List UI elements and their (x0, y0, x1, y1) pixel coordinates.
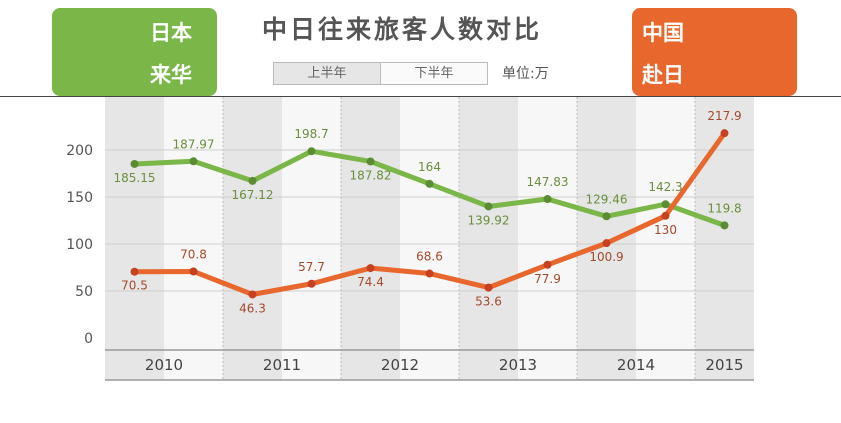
data-label: 53.6 (475, 295, 502, 309)
data-point (661, 211, 670, 220)
badge-right-line2: 赴日 (642, 63, 684, 87)
column-band (577, 97, 636, 380)
column-band (105, 97, 164, 380)
x-tick-label: 2010 (145, 356, 183, 374)
data-label: 185.15 (114, 171, 156, 185)
badge-right-line1: 中国 (642, 21, 684, 45)
data-label: 70.8 (180, 247, 207, 261)
unit-label: 单位:万 (502, 66, 549, 82)
column-band (636, 97, 695, 380)
badge-china-to-japan: 中国 赴日 (632, 8, 797, 96)
legend: 上半年 下半年 (273, 62, 488, 85)
column-band (518, 97, 577, 380)
data-point (484, 283, 493, 292)
y-tick-label: 150 (66, 190, 93, 206)
data-point (602, 212, 611, 221)
x-tick-label: 2013 (499, 356, 537, 374)
column-band (695, 97, 754, 380)
data-point (720, 129, 729, 138)
badge-left-line1: 日本 (150, 21, 192, 45)
data-point (130, 267, 139, 276)
y-tick-label: 200 (66, 143, 93, 159)
data-label: 187.97 (173, 137, 215, 151)
data-point (307, 147, 316, 156)
data-label: 57.7 (298, 260, 325, 274)
x-tick-label: 2015 (705, 356, 743, 374)
y-tick-label: 100 (66, 237, 93, 253)
column-band (459, 97, 518, 380)
badge-japan-to-china: 日本 来华 (52, 8, 217, 96)
data-point (366, 157, 375, 166)
data-point (189, 267, 198, 276)
data-point (720, 221, 729, 230)
column-band (282, 97, 341, 380)
data-point (602, 239, 611, 248)
column-band (341, 97, 400, 380)
data-label: 46.3 (239, 301, 266, 315)
data-point (543, 195, 552, 204)
data-point (425, 179, 434, 188)
data-label: 100.9 (589, 250, 623, 264)
y-tick-label: 0 (84, 331, 93, 347)
x-tick-label: 2011 (263, 356, 301, 374)
divider (0, 96, 841, 97)
data-point (307, 279, 316, 288)
data-label: 139.92 (468, 213, 510, 227)
y-tick-label: 50 (75, 284, 93, 300)
legend-h1: 上半年 (274, 63, 381, 84)
column-band (223, 97, 282, 380)
data-label: 187.82 (350, 168, 392, 182)
data-label: 147.83 (527, 175, 569, 189)
data-label: 164 (418, 160, 441, 174)
data-label: 74.4 (357, 275, 384, 289)
chart-title: 中日往来旅客人数对比 (262, 15, 543, 44)
data-point (425, 269, 434, 278)
data-point (484, 202, 493, 211)
data-point (543, 260, 552, 269)
data-label: 77.9 (534, 272, 561, 286)
data-label: 70.5 (121, 279, 148, 293)
data-label: 142.3 (648, 180, 682, 194)
data-point (189, 157, 198, 166)
data-label: 198.7 (294, 127, 328, 141)
data-point (661, 200, 670, 209)
column-band (164, 97, 223, 380)
x-tick-label: 2012 (381, 356, 419, 374)
data-point (248, 176, 257, 185)
data-point (130, 159, 139, 168)
data-label: 217.9 (707, 109, 741, 123)
data-label: 129.46 (586, 192, 628, 206)
data-point (248, 290, 257, 299)
data-label: 130 (654, 223, 677, 237)
badge-left-line2: 来华 (150, 63, 192, 87)
legend-h2: 下半年 (381, 63, 487, 84)
data-label: 119.8 (707, 201, 741, 215)
x-tick-label: 2014 (617, 356, 655, 374)
data-label: 167.12 (232, 188, 274, 202)
data-label: 68.6 (416, 250, 443, 264)
column-band (400, 97, 459, 380)
data-point (366, 264, 375, 273)
